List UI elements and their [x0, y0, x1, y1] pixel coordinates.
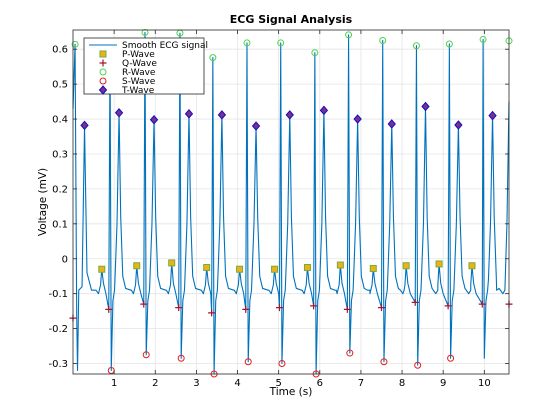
y-axis-label: Voltage (mV) — [37, 168, 49, 236]
r-wave-marker — [379, 36, 387, 44]
t-wave-marker — [454, 120, 463, 130]
y-tick-label: 0.5 — [52, 80, 68, 91]
legend-box — [83, 37, 205, 95]
legend-q-wave-symbol — [99, 59, 107, 67]
legend-p-wave-symbol — [99, 50, 107, 58]
p-wave-marker — [236, 265, 244, 273]
q-wave-marker — [208, 309, 216, 317]
q-wave-marker — [105, 305, 113, 313]
s-wave-marker — [346, 349, 354, 357]
q-wave-marker — [242, 305, 250, 313]
y-tick-label: -0.3 — [48, 359, 68, 370]
p-wave-marker — [303, 263, 311, 271]
legend-label-r-wave: R-Wave — [122, 68, 156, 78]
legend-label-q-wave: Q-Wave — [122, 59, 157, 69]
p-wave-marker — [203, 263, 211, 271]
x-tick-label: 1 — [111, 378, 117, 389]
y-tick-label: 0.4 — [52, 115, 68, 126]
r-wave-marker — [445, 40, 453, 48]
t-wave-marker — [353, 114, 362, 124]
p-wave-marker — [435, 260, 443, 268]
q-wave-marker — [343, 305, 351, 313]
s-wave-marker — [380, 358, 388, 366]
s-wave-marker — [244, 358, 252, 366]
r-wave-marker — [412, 42, 420, 50]
p-wave-marker — [336, 261, 344, 269]
s-wave-marker — [414, 361, 422, 369]
y-tick-label: 0.1 — [52, 219, 68, 230]
t-wave-marker — [114, 108, 124, 118]
t-wave-marker — [149, 114, 159, 125]
s-wave-marker — [278, 360, 286, 368]
x-tick-label: 9 — [440, 378, 446, 389]
t-wave-marker — [319, 105, 329, 116]
q-wave-marker — [275, 304, 283, 312]
t-wave-marker — [217, 110, 227, 120]
q-wave-marker — [478, 300, 486, 308]
axis-ticks: 1 2 3 4 5 6 7 8 9 10 -0.3 -0.2 -0.1 0 0.1 0.2 0.3 0.4 0.5 0… — [48, 30, 509, 389]
r-wave-marker — [243, 39, 251, 47]
p-wave-marker — [468, 262, 476, 270]
q-wave-marker — [377, 304, 385, 312]
r-wave-marker — [479, 35, 487, 43]
r-wave-marker — [277, 39, 285, 47]
t-wave-marker — [421, 101, 430, 112]
r-wave-marker — [71, 40, 79, 48]
y-tick-label: 0 — [62, 254, 68, 265]
legend-s-wave-symbol — [99, 77, 107, 85]
legend-t-wave-symbol — [98, 85, 108, 95]
q-wave-marker — [175, 304, 183, 312]
legend-r-wave-symbol — [99, 68, 107, 76]
legend-label-signal: Smooth ECG signal — [122, 41, 208, 51]
q-wave-marker — [411, 298, 419, 306]
x-tick-label: 7 — [358, 378, 364, 389]
x-tick-label: 8 — [399, 378, 405, 389]
t-wave-marker — [184, 109, 194, 119]
y-tick-label: -0.2 — [48, 324, 68, 335]
y-tick-label: 0.3 — [52, 149, 68, 160]
r-wave-marker — [345, 31, 353, 39]
q-wave-marker — [444, 302, 452, 310]
legend-label-t-wave: T-Wave — [121, 86, 155, 96]
p-wave-marker — [402, 262, 410, 270]
legend-label-p-wave: P-Wave — [122, 50, 155, 60]
x-axis-label: Time (s) — [269, 386, 313, 398]
plot-area-frame — [72, 29, 510, 375]
x-tick-label: 5 — [275, 378, 281, 389]
y-tick-label: -0.1 — [48, 289, 68, 300]
t-wave-marker — [387, 119, 396, 129]
x-tick-label: 2 — [152, 378, 158, 389]
p-wave-marker — [133, 262, 141, 270]
p-wave-marker — [271, 265, 279, 273]
x-tick-label: 4 — [234, 378, 240, 389]
x-tick-label: 3 — [193, 378, 199, 389]
p-wave-marker — [369, 265, 377, 273]
t-wave-marker — [285, 110, 294, 120]
y-tick-label: 0.6 — [52, 45, 68, 56]
r-wave-marker — [209, 54, 217, 62]
legend: Smooth ECG signal P-Wave Q-Wave R-Wave S… — [83, 37, 208, 96]
ecg-signal-line — [72, 31, 510, 375]
chart-title: ECG Signal Analysis — [230, 13, 353, 26]
s-wave-marker — [177, 354, 185, 362]
y-tick-label: 0.2 — [52, 184, 68, 195]
q-wave-marker — [140, 300, 148, 308]
legend-symbols — [89, 44, 117, 95]
p-wave-marker — [98, 265, 106, 273]
s-wave-marker — [447, 354, 455, 362]
r-wave-marker — [141, 28, 149, 36]
r-wave-marker — [311, 49, 319, 57]
legend-label-s-wave: S-Wave — [122, 77, 156, 87]
s-wave-marker — [142, 351, 150, 359]
t-wave-marker — [80, 120, 89, 131]
x-tick-label: 10 — [478, 378, 491, 389]
ecg-signal-series — [72, 31, 510, 375]
q-wave-marker — [310, 302, 318, 310]
p-wave-marker — [168, 259, 176, 267]
x-tick-label: 6 — [317, 378, 323, 389]
t-wave-marker — [488, 110, 497, 121]
t-wave-marker — [251, 121, 261, 131]
